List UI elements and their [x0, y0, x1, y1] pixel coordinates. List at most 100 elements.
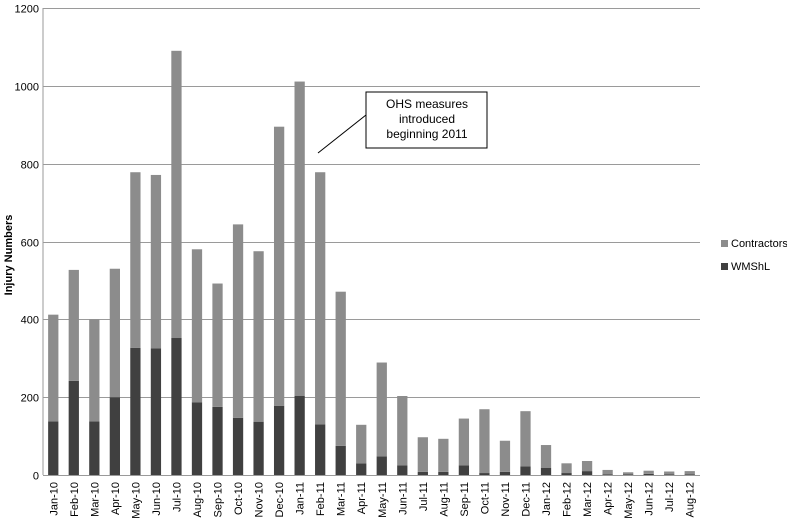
bar-contractors-apr-12	[602, 469, 613, 475]
bar-contractors-dec-11	[520, 411, 531, 467]
bar-contractors-mar-12	[581, 460, 593, 472]
x-tick-label: Jul-10	[171, 482, 183, 512]
y-tick-label: 400	[21, 315, 39, 327]
annotation-box	[365, 91, 488, 149]
x-tick-label: Apr-10	[110, 482, 122, 515]
x-tick-label: Apr-11	[356, 482, 368, 514]
bar-contractors-jul-11	[417, 437, 428, 472]
bar-contractors-apr-11	[356, 424, 367, 464]
bar-contractors-aug-11	[438, 438, 449, 472]
y-tick-label: 200	[21, 393, 39, 405]
bar-wmshl-oct-11	[479, 473, 490, 475]
bar-contractors-jan-11	[294, 81, 305, 397]
bar-contractors-mar-10	[89, 319, 100, 422]
x-tick-label: Dec-11	[520, 482, 532, 517]
bar-wmshl-may-12	[623, 474, 634, 475]
bar-contractors-jun-11	[397, 396, 408, 466]
bar-wmshl-mar-12	[581, 471, 593, 475]
legend-label-wmshl: WMShL	[731, 261, 770, 273]
bar-contractors-jul-12	[664, 471, 675, 475]
bar-wmshl-mar-11	[335, 445, 346, 475]
x-tick-label: Mar-10	[89, 482, 101, 517]
bar-wmshl-jul-11	[417, 471, 428, 475]
bar-contractors-nov-10	[253, 251, 264, 422]
x-tick-label: Mar-12	[582, 482, 594, 517]
x-tick-label: Jan-11	[295, 482, 307, 515]
bar-wmshl-feb-12	[561, 473, 572, 475]
bar-wmshl-may-10	[130, 347, 141, 475]
x-tick-label: Nov-11	[500, 482, 512, 517]
bar-contractors-sep-11	[458, 418, 470, 466]
bar-wmshl-sep-11	[458, 465, 470, 475]
bar-contractors-jan-12	[540, 445, 552, 468]
bar-contractors-jun-10	[150, 174, 162, 349]
x-tick-label: Mar-11	[336, 482, 348, 516]
bar-wmshl-may-11	[376, 456, 387, 475]
bar-wmshl-jun-11	[397, 465, 408, 475]
x-tick-label: Jul-11	[418, 482, 430, 511]
x-tick-label: Aug-11	[438, 482, 450, 517]
bar-contractors-may-12	[623, 472, 634, 475]
x-tick-label: Jun-10	[151, 482, 163, 516]
legend-swatch-contractors	[721, 240, 728, 247]
y-tick-label: 1200	[15, 4, 39, 16]
legend-swatch-wmshl	[721, 263, 728, 270]
bar-contractors-feb-11	[315, 172, 326, 425]
bar-wmshl-feb-10	[68, 380, 79, 475]
legend-label-contractors: Contractors	[731, 238, 787, 250]
x-tick-labels: Jan-10 Feb-10 Mar-10 Apr-10 May-10 Jun-10 Jul-…	[48, 482, 696, 519]
bar-wmshl-dec-11	[520, 466, 531, 475]
x-tick-label: May-12	[623, 482, 635, 519]
annotation-text-line: introduced	[399, 112, 455, 126]
bar-wmshl-jun-10	[150, 348, 162, 475]
bar-wmshl-apr-12	[602, 474, 613, 475]
x-tick-label: Nov-10	[254, 482, 266, 517]
x-tick-label: Dec-10	[274, 482, 286, 517]
bar-contractors-jan-10	[48, 314, 59, 422]
bar-contractors-dec-10	[273, 126, 285, 406]
annotation-pointer	[317, 114, 367, 154]
y-tick-labels: 0 200 400 600 800 1000 1200	[15, 4, 39, 483]
legend: Contractors WMShL	[721, 238, 787, 273]
x-tick-label: Aug-10	[192, 482, 204, 517]
x-tick-label: Feb-11	[315, 482, 327, 516]
x-tick-label: Aug-12	[685, 482, 697, 517]
x-tick-label: Feb-12	[562, 482, 574, 517]
bar-wmshl-apr-10	[109, 397, 120, 475]
bar-wmshl-sep-10	[212, 406, 223, 475]
y-tick-label: 800	[21, 160, 39, 172]
bar-contractors-jun-12	[643, 470, 654, 474]
bar-wmshl-jan-12	[540, 468, 552, 475]
bars	[48, 50, 695, 475]
bar-wmshl-jan-10	[48, 421, 59, 475]
x-tick-label: Oct-10	[233, 482, 245, 515]
x-tick-label: Jun-12	[644, 482, 656, 516]
gridlines	[42, 8, 700, 476]
x-tick-label: Apr-12	[603, 482, 615, 515]
bar-contractors-may-11	[376, 362, 387, 457]
bar-wmshl-aug-11	[438, 471, 449, 475]
y-tick-label: 0	[33, 471, 39, 483]
bar-contractors-oct-10	[232, 224, 244, 418]
bar-contractors-aug-10	[191, 249, 203, 403]
bar-contractors-oct-11	[479, 409, 490, 474]
x-tick-label: Feb-10	[69, 482, 81, 517]
bar-wmshl-feb-11	[315, 424, 326, 475]
x-tick-label: May-10	[130, 482, 142, 519]
bar-contractors-sep-10	[212, 283, 223, 407]
bar-wmshl-jun-12	[643, 473, 654, 475]
bar-wmshl-jul-12	[664, 474, 675, 475]
x-tick-label: Jan-12	[541, 482, 553, 516]
bar-wmshl-oct-10	[232, 417, 244, 475]
bar-contractors-jul-10	[171, 50, 182, 339]
annotation-text-line: beginning 2011	[386, 127, 468, 141]
bar-wmshl-nov-11	[499, 471, 511, 475]
x-tick-label: Jan-10	[48, 482, 60, 516]
bar-contractors-aug-12	[684, 471, 695, 475]
bar-wmshl-jan-11	[294, 396, 305, 475]
y-axis-title: Injury Numbers	[3, 215, 15, 296]
bar-contractors-feb-12	[561, 463, 572, 474]
bar-contractors-feb-10	[68, 269, 79, 381]
